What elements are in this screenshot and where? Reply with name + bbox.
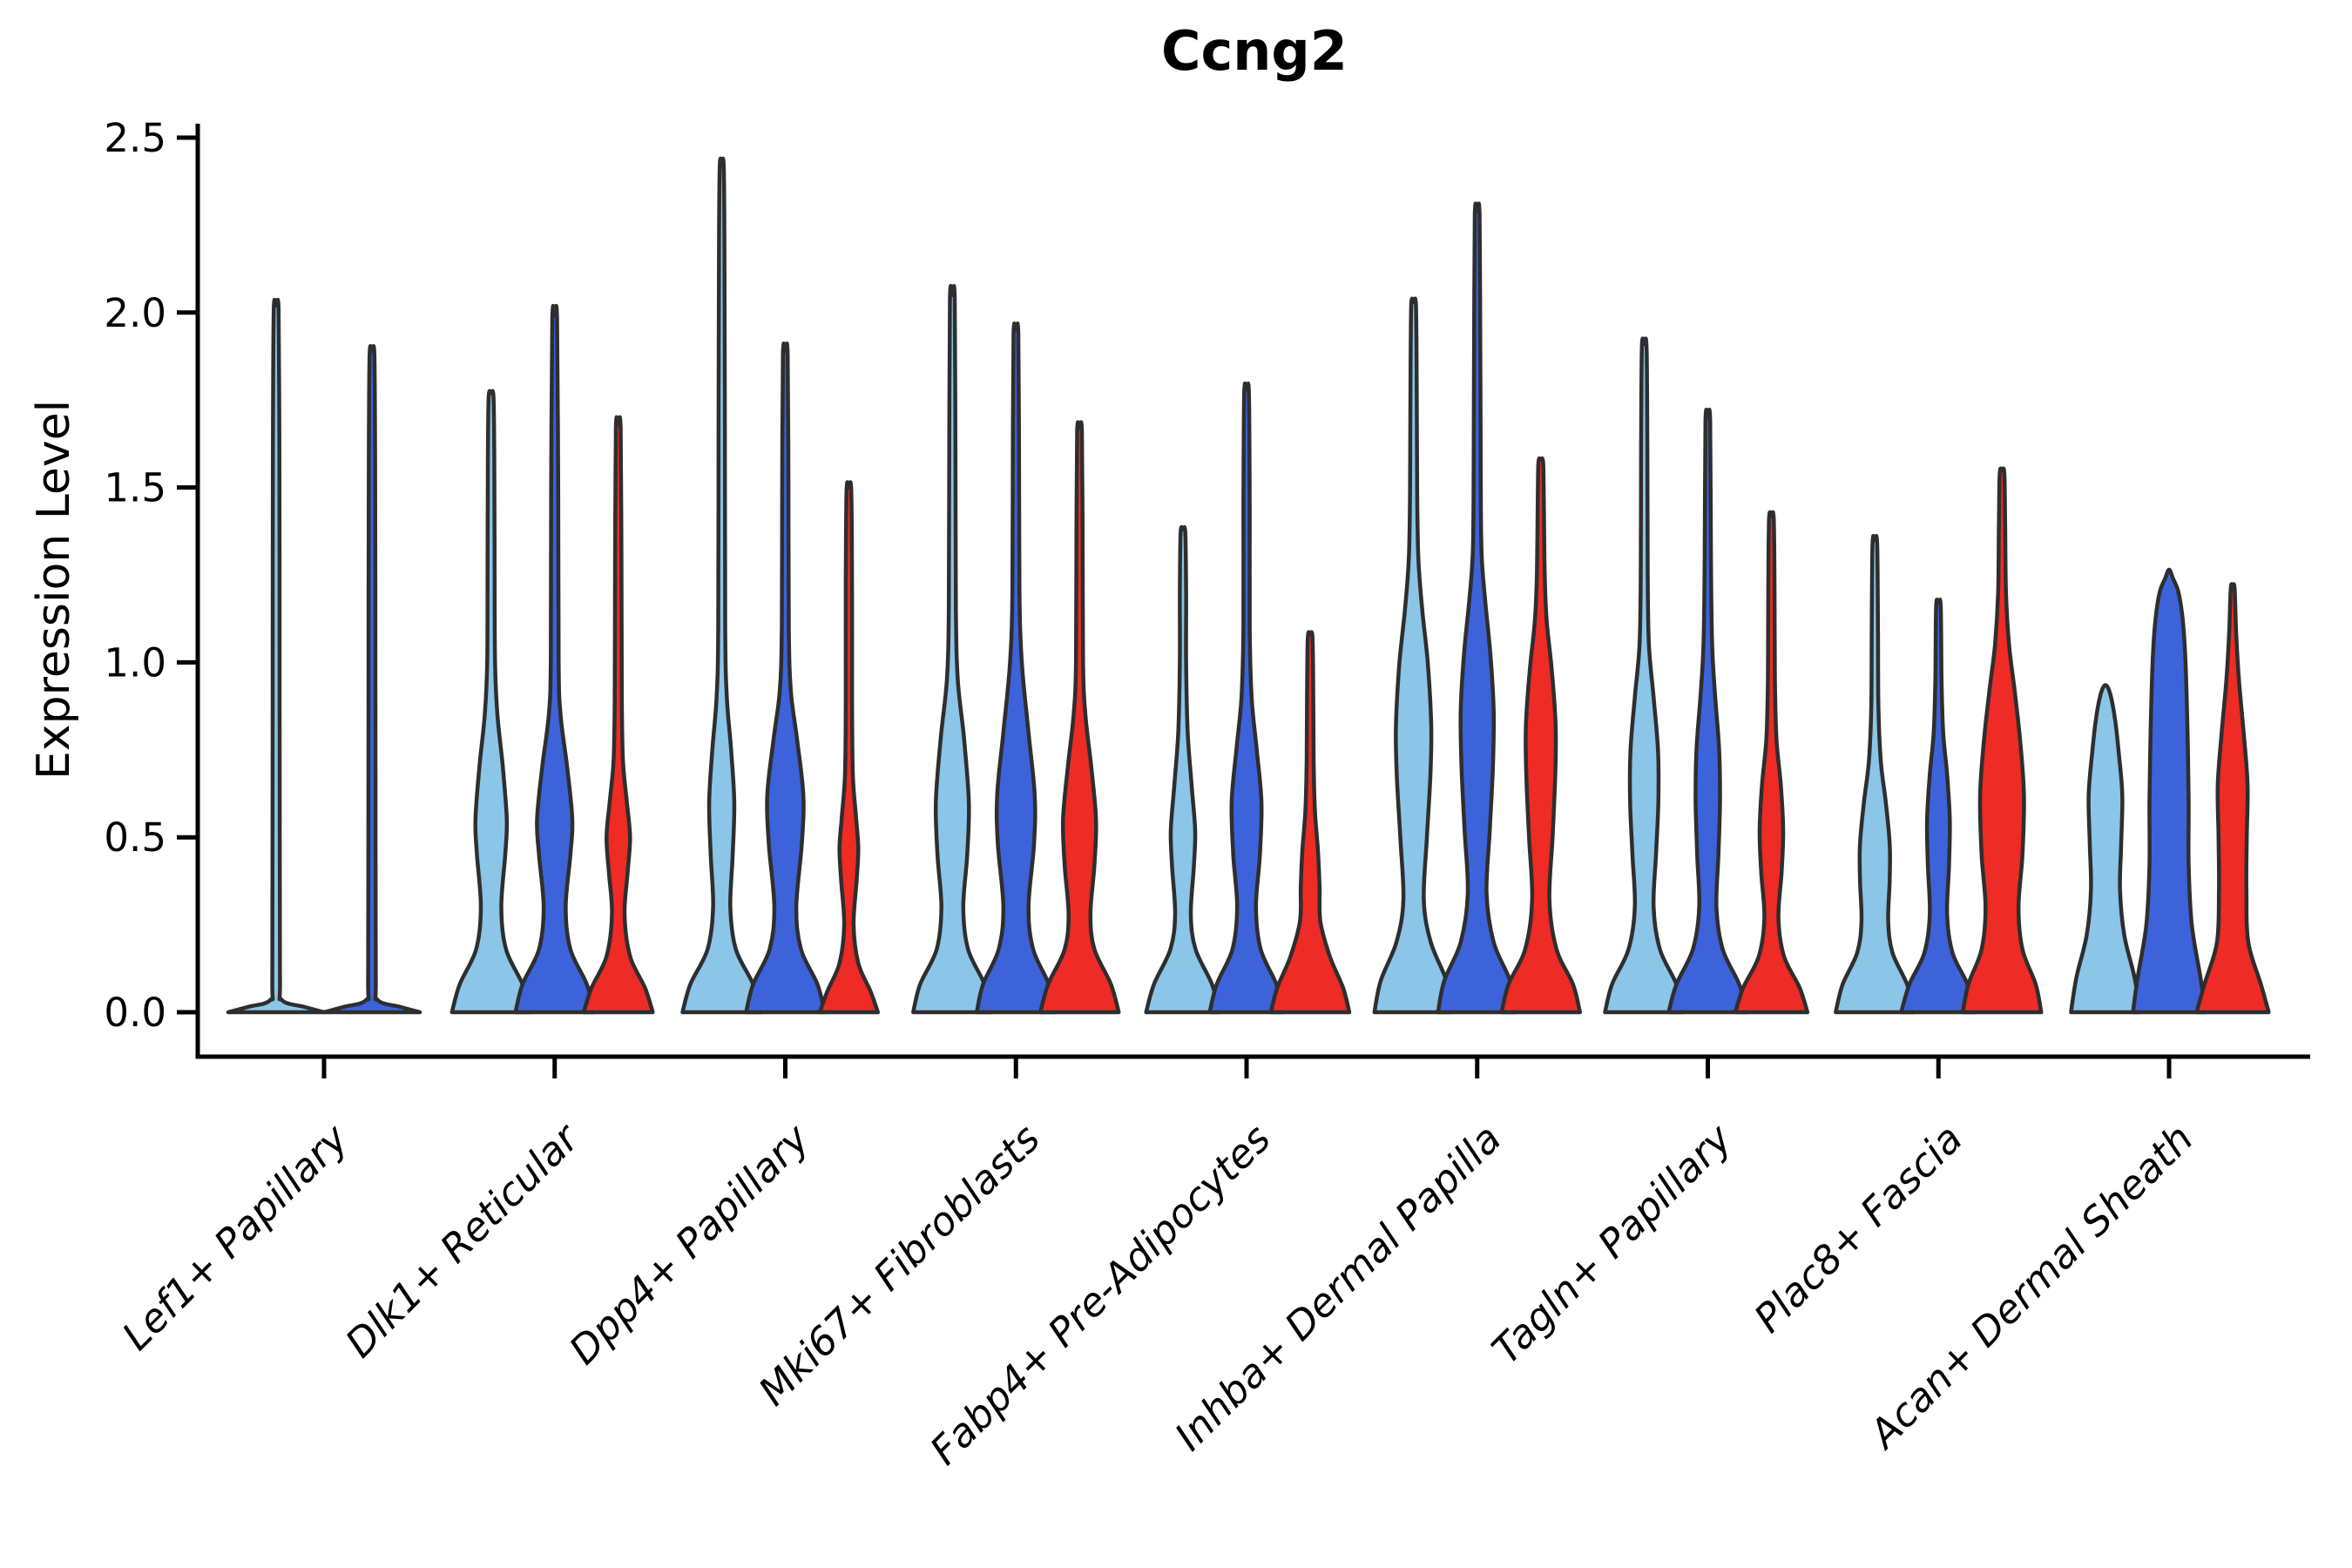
violin-dlk1-reticular-dark_blue xyxy=(513,303,596,1015)
y-axis-label: Expression Level xyxy=(28,399,80,781)
violin-mki67-fibroblasts-red xyxy=(1038,420,1121,1015)
violin-acan-dermal-sheath-dark_blue xyxy=(2131,567,2207,1015)
violin-lef1-papillary-light_blue xyxy=(226,297,327,1015)
violin-dpp4-papillary-red xyxy=(817,480,881,1015)
x-tick-label: Dpp4+ Papillary xyxy=(560,1114,819,1373)
violin-fabp4-pre-adipocytes-red xyxy=(1268,630,1352,1015)
y-tick-label: 0.5 xyxy=(104,814,166,861)
y-tick-label: 1.0 xyxy=(104,639,166,686)
violin-mki67-fibroblasts-dark_blue xyxy=(975,321,1058,1015)
violin-dpp4-papillary-dark_blue xyxy=(744,341,827,1015)
x-tick-label: Tagln+ Papillary xyxy=(1483,1114,1741,1373)
violin-plac8-fascia-dark_blue xyxy=(1899,598,1978,1015)
plot-title: Ccng2 xyxy=(1161,19,1348,83)
y-tick-label: 0.0 xyxy=(104,990,166,1036)
x-tick-label: Dlk1+ Reticular xyxy=(336,1114,589,1367)
x-tick-label: Lef1+ Papillary xyxy=(113,1114,358,1359)
y-tick-label: 2.5 xyxy=(104,115,166,161)
violin-fabp4-pre-adipocytes-dark_blue xyxy=(1207,381,1286,1015)
violin-plac8-fascia-red xyxy=(1961,466,2044,1015)
x-tick-label: Plac8+ Fascia xyxy=(1745,1115,1971,1342)
violin-lef1-papillary-dark_blue xyxy=(321,343,422,1015)
violin-inhba-dermal-papilla-light_blue xyxy=(1372,296,1455,1015)
violin-tagln-papillary-light_blue xyxy=(1603,336,1686,1015)
violin-acan-dermal-sheath-red xyxy=(2194,582,2271,1015)
y-tick-label: 1.5 xyxy=(104,465,166,511)
violin-tagln-papillary-red xyxy=(1733,510,1810,1015)
violin-tagln-papillary-dark_blue xyxy=(1666,408,1749,1015)
violin-acan-dermal-sheath-light_blue xyxy=(2069,683,2142,1015)
violin-dpp4-papillary-light_blue xyxy=(680,156,763,1015)
violin-fabp4-pre-adipocytes-light_blue xyxy=(1144,525,1222,1015)
y-tick-label: 2.0 xyxy=(104,290,166,336)
violin-inhba-dermal-papilla-dark_blue xyxy=(1436,201,1518,1015)
violin-plac8-fascia-light_blue xyxy=(1834,534,1916,1015)
violin-dlk1-reticular-red xyxy=(581,415,655,1015)
violin-mki67-fibroblasts-light_blue xyxy=(911,283,994,1015)
violin-dlk1-reticular-light_blue xyxy=(449,389,532,1015)
violin-inhba-dermal-papilla-red xyxy=(1499,456,1582,1015)
